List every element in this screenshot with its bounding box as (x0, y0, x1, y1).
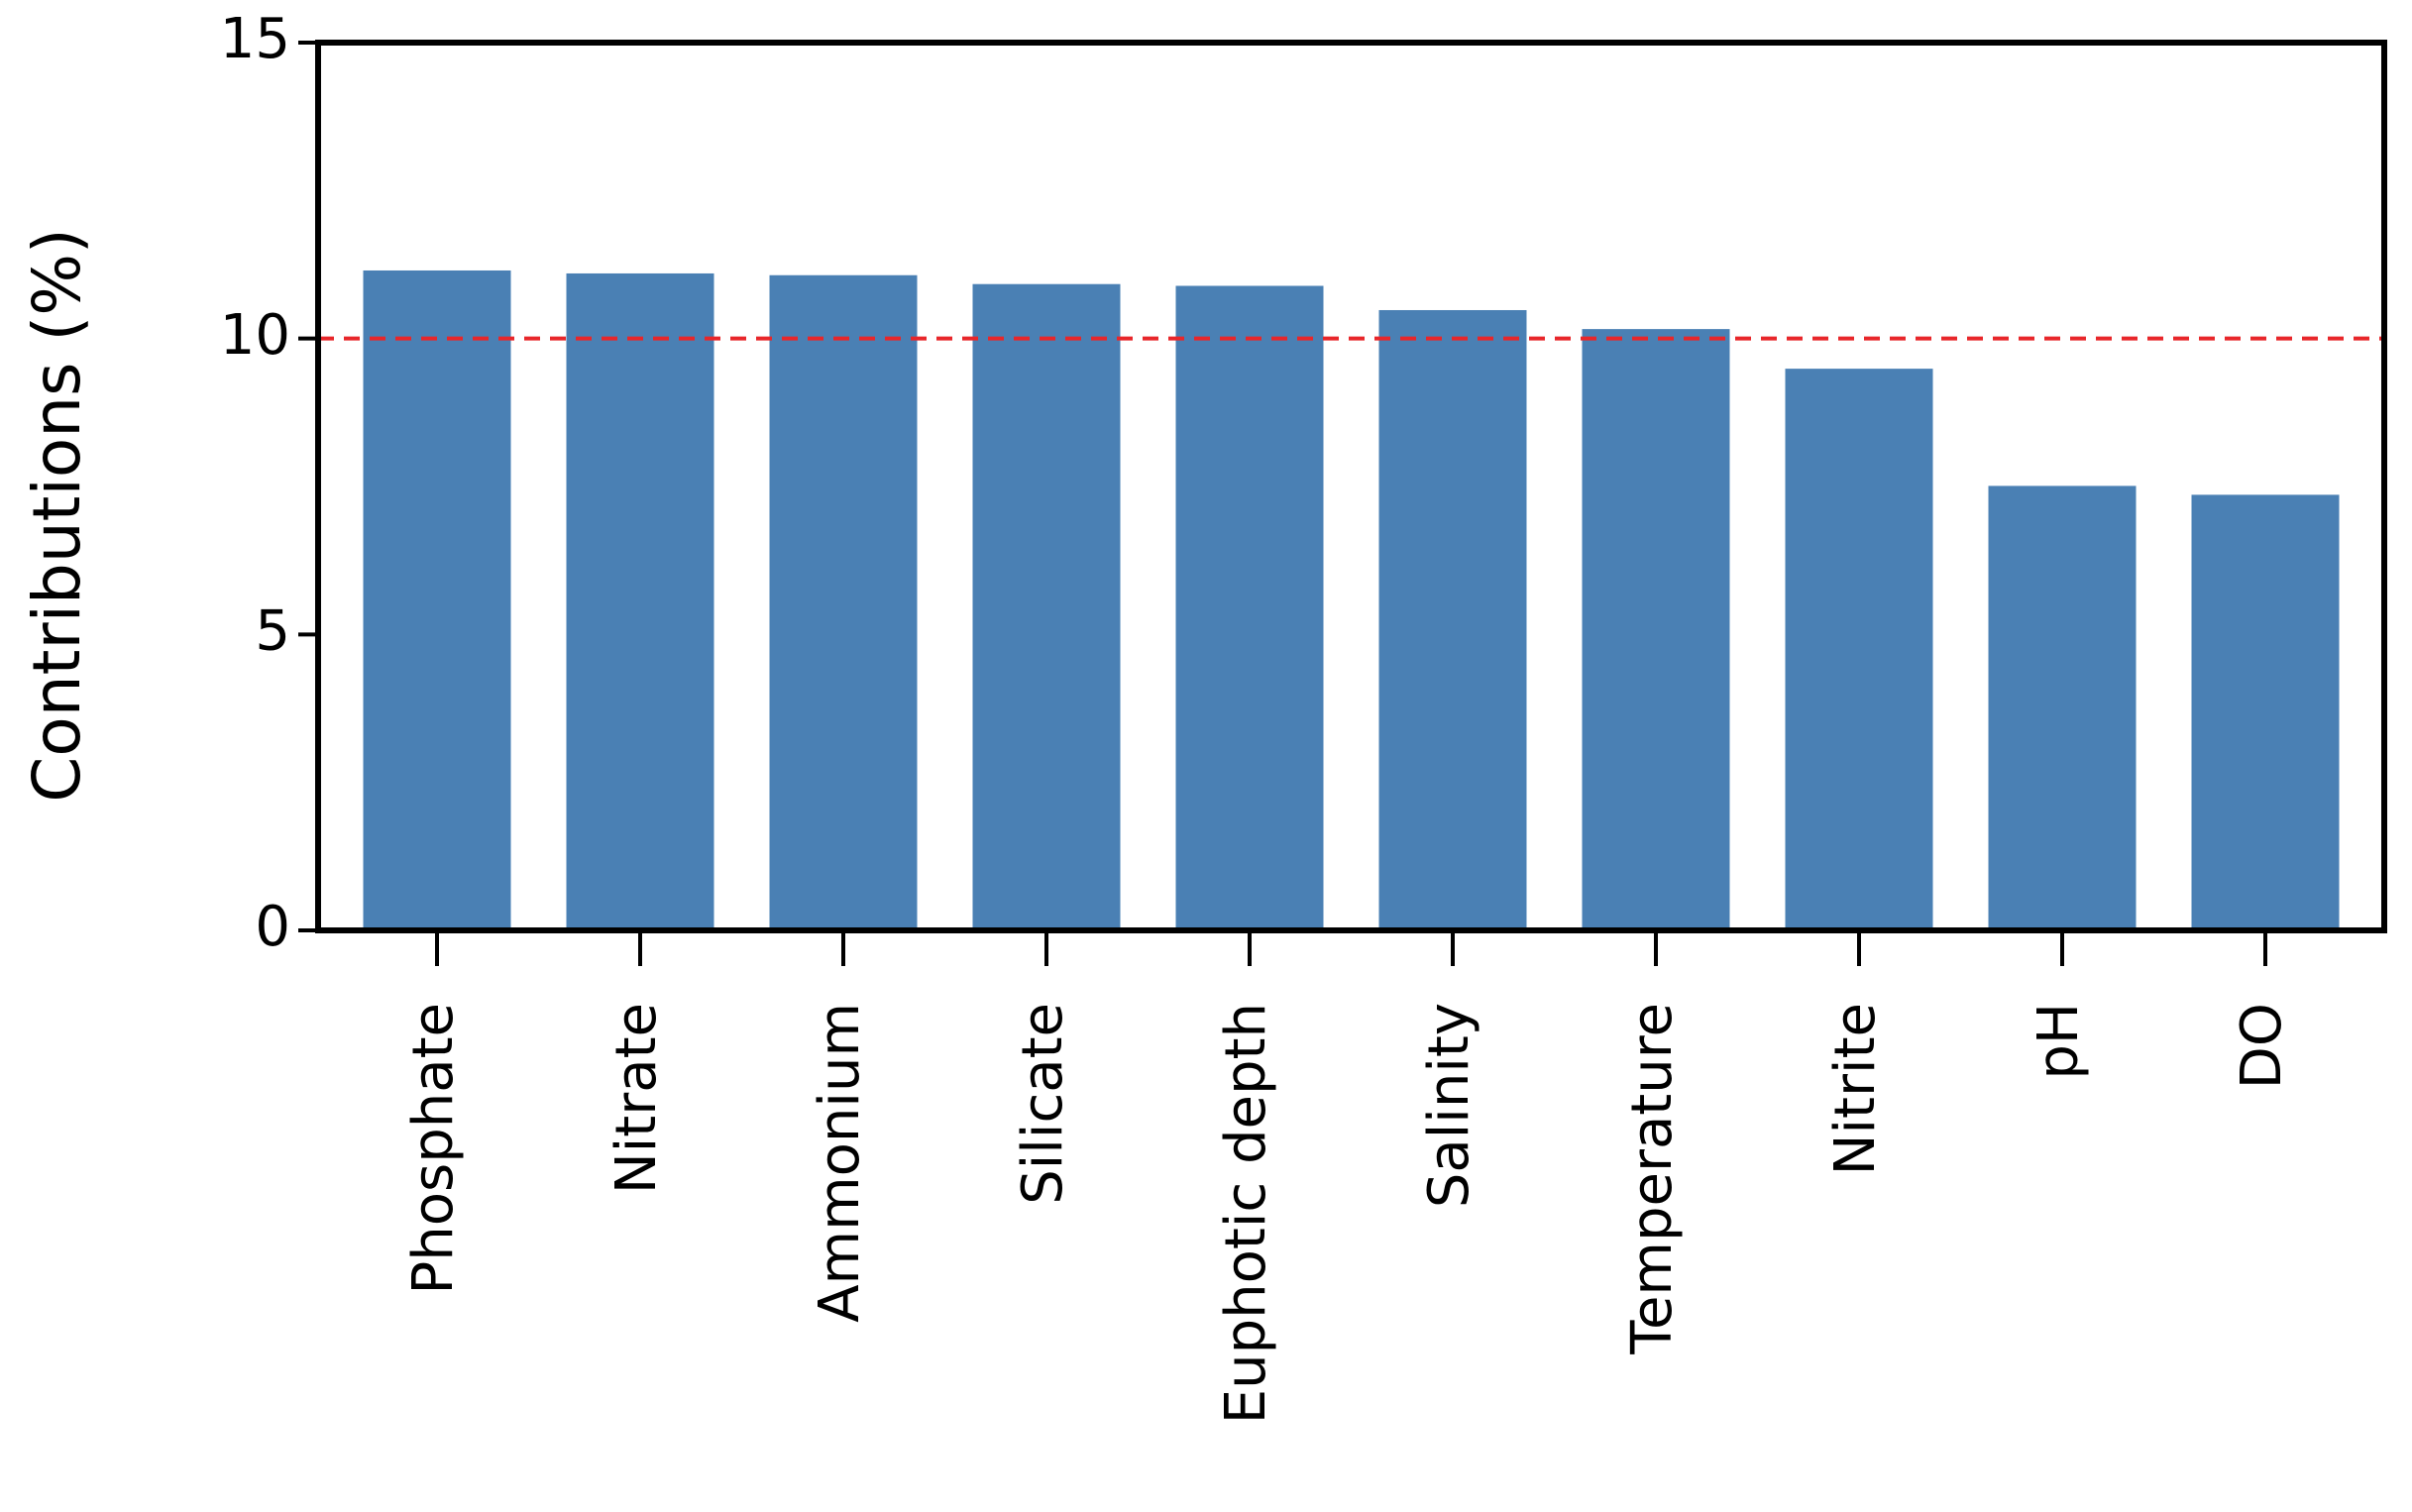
bar (1582, 329, 1730, 930)
x-tick-label: Euphotic depth (1214, 1003, 1278, 1424)
bar (1785, 369, 1933, 930)
x-tick-label: Temperature (1620, 1003, 1685, 1355)
x-tick-label: Salinity (1417, 1003, 1481, 1208)
x-tick-label: Nitrate (604, 1003, 669, 1194)
bar (972, 283, 1121, 930)
bar (1378, 309, 1527, 931)
bar (2191, 494, 2340, 930)
bar (769, 274, 918, 930)
y-axis-label: Contributions (%) (19, 228, 95, 802)
bar (363, 270, 511, 930)
bar (566, 272, 714, 931)
x-tick-label: Nitrite (1823, 1003, 1888, 1175)
y-tick-label: 10 (220, 303, 290, 368)
bar (1988, 486, 2137, 930)
y-tick-label: 15 (220, 7, 290, 71)
x-tick-label: Silicate (1011, 1003, 1075, 1205)
y-tick-label: 0 (255, 895, 290, 959)
x-tick-label: Phosphate (401, 1003, 466, 1294)
x-tick-label: DO (2230, 1003, 2294, 1089)
x-tick-label: Ammonium (808, 1003, 872, 1323)
bar (1175, 285, 1324, 930)
y-tick-label: 5 (255, 598, 290, 663)
x-tick-label: pH (2027, 1003, 2091, 1080)
plot-frame (315, 40, 2387, 933)
